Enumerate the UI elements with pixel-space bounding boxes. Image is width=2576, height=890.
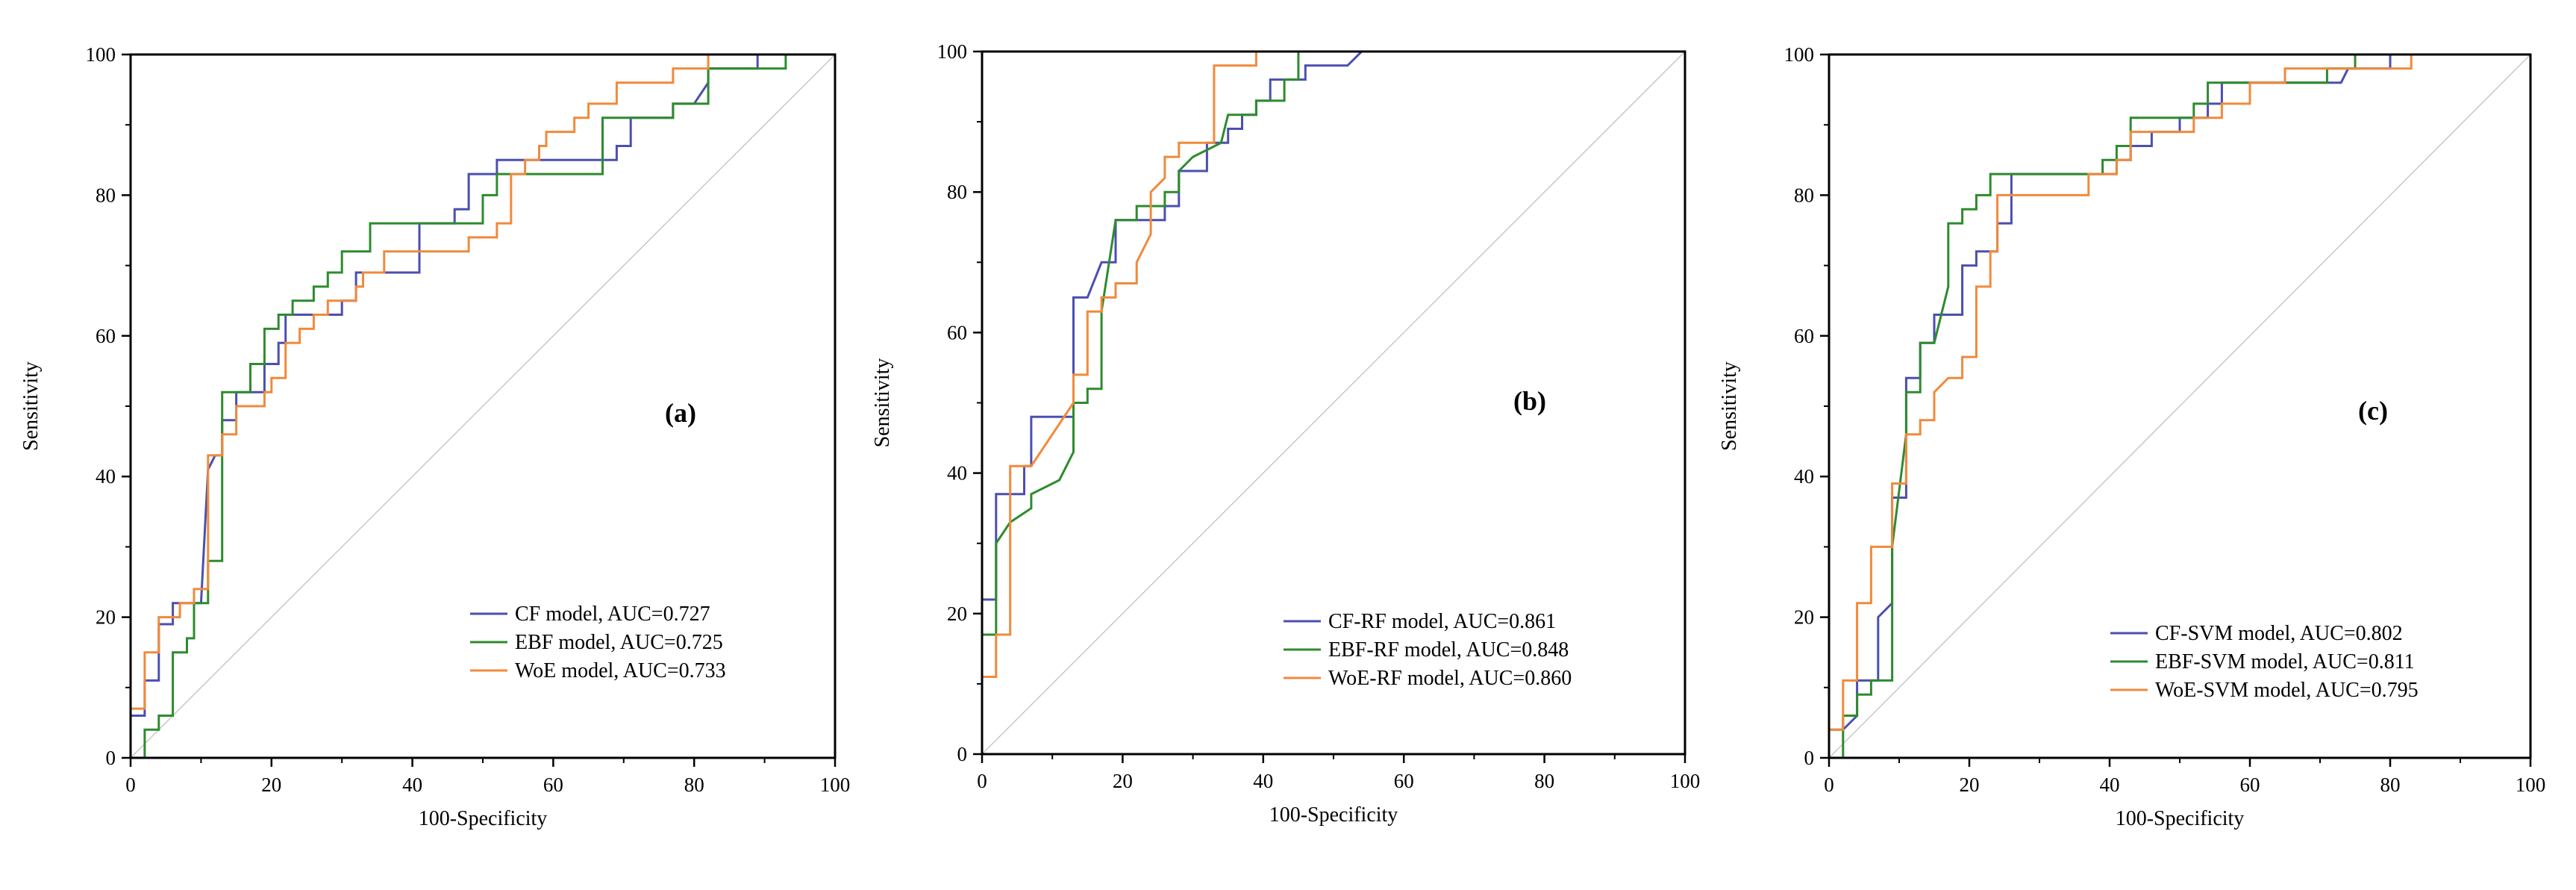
x-tick-label: 40 [2100,774,2120,796]
roc-curve-series-2 [1829,53,2530,759]
panel-label: (c) [2358,396,2388,426]
x-tick-label: 20 [1113,770,1133,792]
x-tick-label: 100 [2516,774,2546,796]
x-tick-label: 0 [1824,774,1834,796]
roc-curve-series-2 [981,50,1685,754]
reference-diagonal [1828,54,2531,759]
roc-curve-series-3 [981,50,1685,754]
legend-entry: WoE-RF model, AUC=0.860 [1328,667,1572,690]
x-axis-title: 100-Specificity [2116,807,2245,830]
x-tick-label: 80 [684,774,704,796]
legend-entry: WoE model, AUC=0.733 [515,659,726,682]
y-tick-label: 40 [1794,465,1814,488]
x-tick-label: 60 [543,774,563,796]
roc-panel: 0 20 40 60 80 100 0 20 40 60 80 100 100-Specificity S… [871,40,1700,827]
y-tick-label: 40 [947,462,967,485]
x-tick-label: 0 [977,770,987,792]
x-tick-label: 60 [1394,770,1414,792]
x-tick-label: 40 [1253,770,1273,792]
x-tick-label: 100 [820,774,851,796]
reference-diagonal [981,51,1686,755]
panel-label: (a) [665,398,696,428]
y-axis-title: Sensitivity [871,358,894,448]
legend-entry: CF-SVM model, AUC=0.802 [2155,622,2403,645]
legend-entry: EBF-RF model, AUC=0.848 [1328,638,1569,662]
x-tick-label: 80 [2380,774,2401,796]
reference-diagonal [130,54,836,759]
y-tick-label: 100 [937,40,968,63]
roc-curve-series-3 [1828,53,2530,758]
x-tick-label: 40 [402,774,422,796]
y-tick-label: 80 [96,184,116,206]
y-tick-label: 0 [1804,747,1815,769]
y-tick-label: 60 [947,321,967,343]
x-tick-label: 20 [261,774,281,796]
y-tick-label: 100 [1784,43,1815,66]
y-tick-label: 20 [947,603,967,625]
y-tick-label: 20 [1794,606,1814,629]
roc-panel: 0 20 40 60 80 100 0 20 40 60 80 100 100-Specificity S… [19,43,850,830]
y-axis-title: Sensitivity [19,361,43,451]
legend-entry: CF-RF model, AUC=0.861 [1328,610,1556,633]
y-tick-label: 20 [96,606,116,629]
x-tick-label: 80 [1534,770,1554,792]
y-tick-label: 60 [96,325,116,347]
y-tick-label: 0 [106,747,116,769]
x-tick-label: 60 [2240,774,2260,796]
x-axis-title: 100-Specificity [1269,803,1398,827]
panel-label: (b) [1513,386,1546,416]
x-axis-title: 100-Specificity [419,807,548,830]
y-tick-label: 40 [96,465,116,488]
y-tick-label: 60 [1794,325,1814,347]
roc-panel: 0 20 40 60 80 100 0 20 40 60 80 100 100-Specificity S… [1718,43,2545,830]
legend-entry: CF model, AUC=0.727 [515,603,710,626]
roc-curve-series-3 [129,53,835,758]
y-tick-label: 80 [1794,184,1814,206]
roc-curve-series-2 [131,53,835,759]
x-tick-label: 0 [125,774,136,796]
x-tick-label: 100 [1670,770,1701,792]
legend-entry: WoE-SVM model, AUC=0.795 [2155,679,2419,702]
legend-entry: EBF model, AUC=0.725 [515,631,723,654]
x-tick-label: 20 [1960,774,1980,796]
legend-entry: EBF-SVM model, AUC=0.811 [2155,650,2415,673]
y-tick-label: 80 [947,181,967,203]
y-axis-title: Sensitivity [1718,361,1741,451]
y-tick-label: 100 [86,43,116,66]
y-tick-label: 0 [957,743,968,765]
